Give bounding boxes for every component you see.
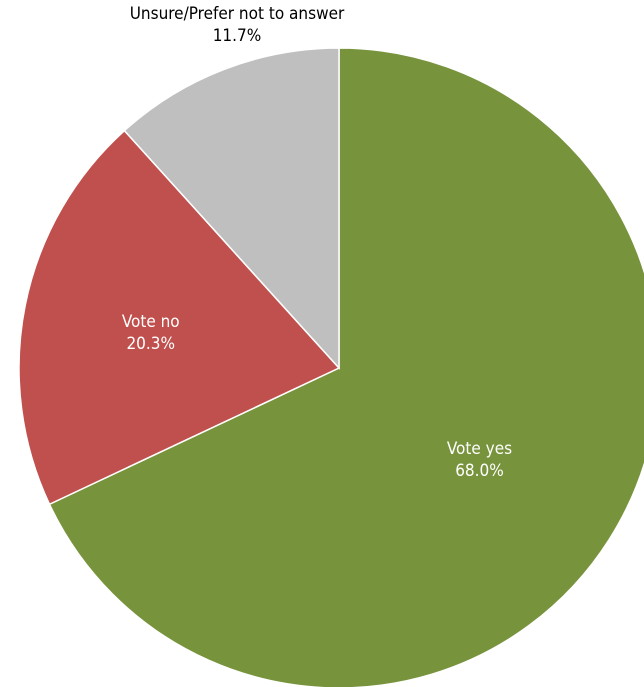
slice-label-name: Unsure/Prefer not to answer: [130, 4, 345, 24]
pie-slice-vote-no: [18, 129, 341, 506]
slice-label-value: 11.7%: [213, 26, 262, 46]
slice-label-value: 20.3%: [126, 334, 175, 354]
pie-slice-vote-yes: [48, 47, 644, 687]
pie-slice-unsure-prefer-not-to-answer: [123, 47, 340, 370]
slice-label-name: Vote yes: [447, 439, 512, 459]
slice-label-name: Vote no: [122, 312, 180, 332]
slice-label-value: 68.0%: [455, 461, 504, 481]
